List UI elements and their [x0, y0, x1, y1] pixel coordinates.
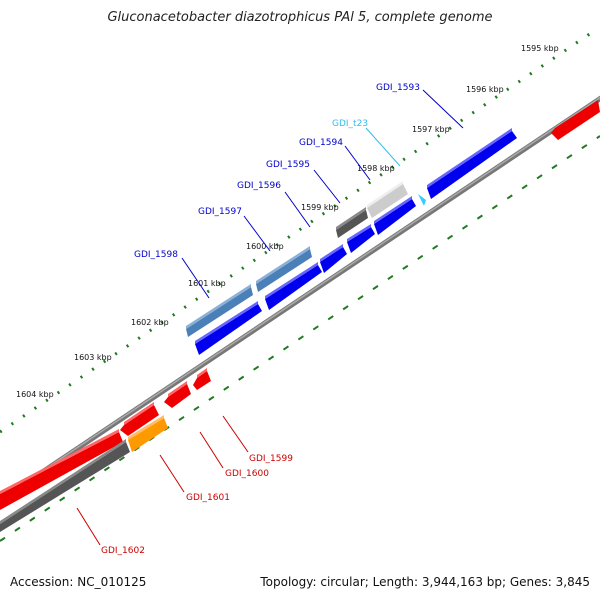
- forward-gene-labels: GDI_1593 GDI_t23 GDI_1594 GDI_1595 GDI_1…: [134, 83, 420, 260]
- gene-block-gdi-1594[interactable]: [336, 210, 368, 238]
- inner-scale-line: [0, 135, 600, 542]
- gene-arrow-gdi-1596[interactable]: [320, 247, 347, 273]
- tick-label: 1596 kbp: [466, 85, 504, 94]
- gene-label-gdi-1601[interactable]: GDI_1601: [186, 493, 230, 503]
- gene-block-gdi-1598[interactable]: [186, 287, 253, 337]
- gene-label-gdi-1600[interactable]: GDI_1600: [225, 469, 269, 479]
- forward-leader-lines: [181, 89, 464, 299]
- backbone: [0, 95, 600, 504]
- gene-block-gdi-1602[interactable]: [0, 442, 130, 532]
- reverse-strand-lane: [0, 100, 600, 510]
- trna-gdi-t23[interactable]: [418, 194, 426, 206]
- gene-arrow-gdi-1600[interactable]: [164, 384, 191, 408]
- outer-feature-lane: [186, 181, 426, 337]
- gene-arrow-gdi-1595[interactable]: [347, 227, 375, 253]
- tick-label: 1600 kbp: [246, 242, 284, 251]
- gene-label-gdi-t23[interactable]: GDI_t23: [332, 119, 368, 129]
- gene-arrow-gdi-1593[interactable]: [427, 131, 517, 199]
- tick-labels: 1595 kbp 1596 kbp 1597 kbp 1598 kbp 1599…: [16, 44, 559, 399]
- gene-arrow-gdi-1602[interactable]: [0, 432, 123, 510]
- gene-arrow-gdi-1599[interactable]: [193, 371, 211, 390]
- gene-arrow-gdi-1598[interactable]: [195, 304, 262, 355]
- gene-label-gdi-1595[interactable]: GDI_1595: [266, 160, 310, 170]
- gene-label-gdi-1602[interactable]: GDI_1602: [101, 546, 145, 556]
- gene-block-gdi-1601[interactable]: [128, 418, 168, 452]
- gene-label-gdi-1598[interactable]: GDI_1598: [134, 250, 178, 260]
- genome-summary: Topology: circular; Length: 3,944,163 bp…: [260, 575, 590, 589]
- gene-label-gdi-1596[interactable]: GDI_1596: [237, 181, 281, 191]
- outer-scale-line: [0, 30, 599, 434]
- reverse-gene-labels: GDI_1599 GDI_1600 GDI_1601 GDI_1602: [101, 454, 293, 556]
- tick-label: 1597 kbp: [412, 125, 450, 134]
- tick-label: 1601 kbp: [188, 279, 226, 288]
- tick-label: 1602 kbp: [131, 318, 169, 327]
- forward-strand-lane: [195, 128, 517, 355]
- gene-label-gdi-1594[interactable]: GDI_1594: [299, 138, 343, 148]
- tick-label: 1599 kbp: [301, 203, 339, 212]
- tick-label: 1595 kbp: [521, 44, 559, 53]
- tick-label: 1603 kbp: [74, 353, 112, 362]
- map-title: Gluconacetobacter diazotrophicus PAl 5, …: [107, 10, 493, 25]
- accession-label: Accession: NC_010125: [10, 575, 147, 589]
- gene-block-gdi-1596[interactable]: [256, 249, 312, 292]
- tick-label: 1604 kbp: [16, 390, 54, 399]
- gene-arrow-gdi-1594[interactable]: [374, 199, 416, 235]
- gene-arrow-gdi-1601[interactable]: [120, 405, 159, 436]
- reverse-leader-lines: [76, 415, 249, 546]
- gene-arrow-red-edge[interactable]: [551, 100, 600, 140]
- gene-arrow-gdi-1597[interactable]: [265, 265, 322, 310]
- gene-label-gdi-1597[interactable]: GDI_1597: [198, 207, 242, 217]
- gene-label-gdi-1599[interactable]: GDI_1599: [249, 454, 293, 464]
- gene-label-gdi-1593[interactable]: GDI_1593: [376, 83, 420, 93]
- gene-block-gdi-t23-region[interactable]: [367, 184, 408, 218]
- tick-label: 1598 kbp: [357, 164, 395, 173]
- inner-feature-lane: [0, 415, 168, 532]
